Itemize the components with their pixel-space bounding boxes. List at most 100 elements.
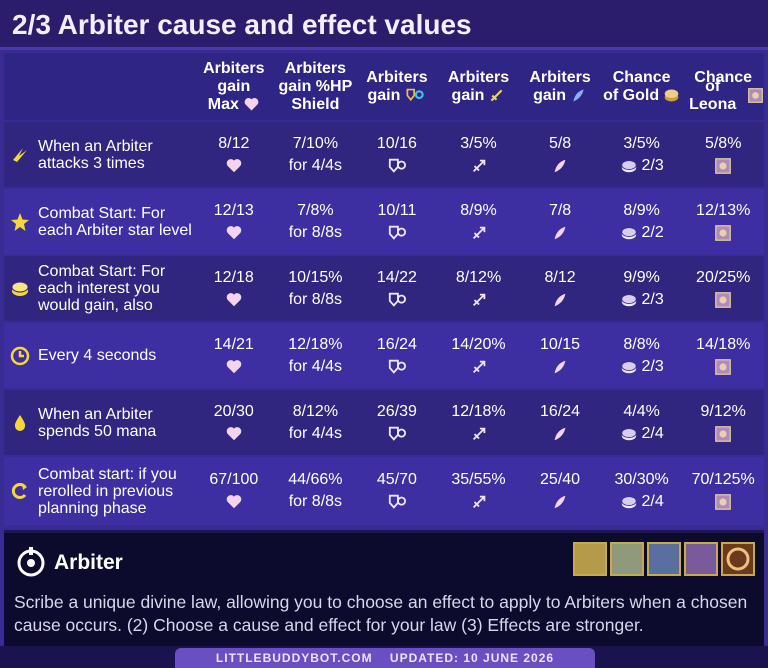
cause-text: Combat Start: For each interest you woul… [38,263,166,314]
icon [714,493,732,511]
value-cell: 14/20% [438,323,520,388]
value-detail [225,222,243,244]
value: 8/12% [455,268,502,286]
value: 4/4% [623,402,660,420]
header-line: gain [452,87,506,105]
value-detail [470,491,488,513]
value-detail [470,155,488,177]
trait-description: Scribe a unique divine law, allowing you… [14,592,748,635]
shield-duration: for 4/4s [288,357,343,375]
value-detail: 2/3 [620,356,664,378]
value: 26/39 [376,402,417,420]
value-detail: 2/2 [620,222,664,244]
value-detail [714,423,732,445]
icon [620,425,638,443]
value-detail [470,356,488,378]
value: 35/55% [451,471,506,488]
header-line: of Leona [682,78,764,113]
header-line: Arbiters [203,59,265,77]
value: 20/25% [696,268,751,286]
table-row: Every 4 seconds 14/21 12/18% for 4/4s 16/24 1… [4,323,764,388]
value: 12/18% [288,335,343,353]
header-line: Max [208,96,260,114]
cause-text: Combat start: if you rerolled in previou… [38,465,177,517]
value-cell: 12/13 [193,189,275,254]
value-cell: 45/70 [356,457,438,525]
icon [470,493,488,511]
cause-cell: Every 4 seconds [4,323,193,388]
value-detail [551,289,569,311]
title: 2/3 Arbiter cause and effect values [12,9,472,40]
icon [551,291,569,309]
value-detail [551,155,569,177]
icon [663,87,680,104]
trait-icon [17,547,45,577]
icon [551,224,569,242]
icon [385,425,409,443]
value: 20/30 [213,402,254,420]
value-detail [385,289,409,311]
value-detail: for 8/8s [289,222,342,244]
icon [714,224,732,242]
column-header: Arbiters gain %HP Shield [275,53,357,120]
value: 12/18 [213,268,254,286]
value-cell: 67/100 [193,457,275,525]
table-row: When an Arbiter spends 50 mana 20/30 8/12%… [4,390,764,455]
cause-cell: Combat Start: For each Arbiter star leve… [4,189,193,254]
header-line: Arbiters [529,68,591,86]
value: 3/5% [460,134,497,152]
value-cell: 9/12% [682,390,764,455]
value: 10/15 [540,335,581,353]
value: 45/70 [376,471,417,488]
cause-text: Combat Start: For each Arbiter star leve… [38,204,192,239]
trait-panel: Arbiter Scribe a unique divine law, allo… [4,530,764,649]
icon [225,425,243,443]
value: 12/13% [696,201,751,219]
icon [10,145,38,165]
value-cell: 8/9% 2/2 [601,189,683,254]
icon [714,425,732,443]
column-header: Chance of Gold [601,53,683,120]
icon [385,157,409,175]
value-cell: 5/8 [519,122,601,187]
header-line: gain [367,87,426,105]
value-detail [714,222,732,244]
cause-text: When an Arbiter attacks 3 times [38,137,153,172]
value-cell: 14/21 [193,323,275,388]
value-cell: 20/25% [682,256,764,321]
gold-detail: 2/3 [641,290,664,308]
value-cell: 12/18 [193,256,275,321]
table-row: Combat start: if you rerolled in previou… [4,457,764,525]
value: 44/66% [288,471,343,488]
value-detail [714,491,732,513]
value-cell: 8/8% 2/3 [601,323,683,388]
value-detail [714,289,732,311]
table-row: Combat Start: For each interest you woul… [4,256,764,321]
value: 8/12 [544,268,576,286]
icon [225,291,243,309]
header-line: gain %HP [278,77,353,95]
value-detail: for 4/4s [289,423,342,445]
value: 67/100 [209,471,259,488]
value: 12/13 [213,201,254,219]
icon [404,87,426,104]
value: 7/10% [292,134,339,152]
icon [10,212,38,232]
header-line: Arbiters [366,68,428,86]
value-cell: 26/39 [356,390,438,455]
value-detail [225,155,243,177]
gold-detail: 2/3 [641,357,664,375]
cause-cell: Combat Start: For each interest you woul… [4,256,193,321]
icon [225,358,243,376]
value-detail: 2/3 [620,155,664,177]
value: 16/24 [540,402,581,420]
site: LITTLEBUDDYBOT.COM [215,651,373,665]
value-detail [385,222,409,244]
header-line: Arbiters [447,68,510,86]
value-cell: 3/5% 2/3 [601,122,683,187]
icon [620,157,638,175]
shield-duration: for 4/4s [288,424,343,442]
value: 10/16 [376,134,417,152]
value-cell: 16/24 [519,390,601,455]
